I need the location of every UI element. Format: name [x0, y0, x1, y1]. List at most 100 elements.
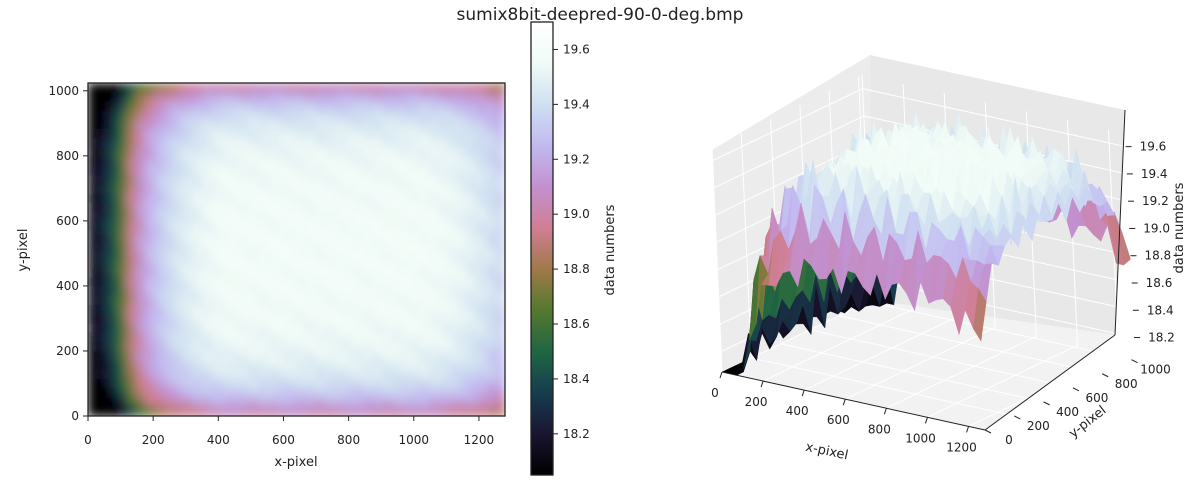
heatmap-cell	[476, 157, 487, 168]
z-tick-label: 18.2	[1148, 331, 1175, 345]
heatmap-cell	[106, 323, 118, 334]
heatmap-cell	[135, 138, 146, 149]
heatmap-cell	[305, 258, 317, 269]
heatmap-cell	[381, 249, 393, 260]
heatmap-cell	[400, 342, 412, 353]
heatmap-cell	[372, 342, 383, 353]
heatmap-cell	[258, 92, 269, 103]
heatmap-cell	[144, 157, 156, 168]
heatmap-cell	[391, 388, 402, 399]
heatmap-cell	[381, 286, 393, 297]
heatmap-cell	[201, 379, 213, 390]
heatmap-cell	[182, 379, 194, 390]
heatmap-cell	[438, 323, 449, 334]
heatmap-cell	[144, 184, 156, 195]
heatmap-cell	[135, 295, 146, 306]
y-tick-label: 800	[56, 149, 79, 163]
heatmap-cell	[296, 83, 307, 94]
heatmap-cell	[201, 231, 213, 242]
heatmap-cell	[277, 379, 288, 390]
heatmap-cell	[97, 351, 108, 362]
grid-line	[845, 326, 996, 400]
heatmap-cell	[192, 379, 203, 390]
heatmap-cell	[230, 360, 241, 371]
heatmap-cell	[173, 166, 184, 177]
heatmap-cell	[192, 101, 203, 112]
heatmap-cell	[144, 305, 156, 316]
heatmap-cell	[296, 221, 307, 232]
heatmap-cell	[88, 379, 99, 390]
heatmap-cell	[201, 314, 213, 325]
heatmap-cell	[486, 249, 497, 260]
heatmap-cell	[201, 147, 213, 158]
heatmap-cell	[287, 342, 298, 353]
z-tick-label: 19.0	[1143, 221, 1170, 235]
heatmap-cell	[277, 406, 288, 416]
heatmap-cell	[476, 323, 487, 334]
heatmap-cell	[173, 231, 184, 242]
heatmap-cell	[381, 388, 393, 399]
heatmap-cell	[305, 203, 317, 214]
heatmap-cell	[144, 194, 156, 205]
heatmap-cell	[476, 184, 487, 195]
heatmap-cell	[495, 342, 505, 353]
heatmap-cell	[106, 221, 118, 232]
heatmap-cell	[305, 314, 317, 325]
heatmap-cell	[287, 110, 298, 121]
x-tick-mark	[883, 408, 887, 415]
heatmap-cell	[296, 249, 307, 260]
heatmap-cell	[154, 83, 165, 94]
heatmap-cell	[429, 268, 440, 279]
heatmap-cell	[106, 286, 118, 297]
heatmap-cell	[372, 240, 383, 251]
heatmap-cell	[400, 194, 412, 205]
heatmap-cell	[315, 323, 326, 334]
heatmap-cell	[258, 129, 269, 140]
heatmap-cell	[239, 342, 250, 353]
heatmap-cell	[249, 83, 260, 94]
heatmap-cell	[239, 406, 250, 416]
heatmap-cell	[448, 221, 459, 232]
heatmap-cell	[324, 240, 336, 251]
heatmap-cell	[230, 314, 241, 325]
heatmap-cell	[419, 379, 430, 390]
heatmap-cell	[429, 286, 440, 297]
heatmap-cell	[315, 101, 326, 112]
heatmap-cell	[135, 240, 146, 251]
heatmap-cell	[419, 277, 430, 288]
heatmap-cell	[268, 406, 279, 416]
heatmap-cell	[429, 240, 440, 251]
heatmap-cell	[410, 212, 421, 223]
heatmap-cell	[305, 388, 317, 399]
heatmap-cell	[305, 360, 317, 371]
heatmap-cell	[239, 332, 250, 343]
heatmap-cell	[88, 342, 99, 353]
heatmap-cell	[125, 129, 137, 140]
heatmap-cell	[381, 351, 393, 362]
heatmap-cell	[419, 194, 430, 205]
heatmap-cell	[495, 332, 505, 343]
heatmap-cell	[277, 314, 288, 325]
heatmap-cell	[220, 203, 231, 214]
heatmap-cell	[125, 314, 137, 325]
heatmap-cell	[334, 194, 345, 205]
heatmap-cell	[230, 277, 241, 288]
heatmap-cell	[362, 157, 374, 168]
heatmap-cell	[125, 369, 137, 380]
heatmap-cell	[258, 175, 269, 186]
heatmap-cell	[400, 360, 412, 371]
heatmap-cell	[239, 295, 250, 306]
heatmap-cell	[438, 184, 449, 195]
heatmap-cell	[486, 295, 497, 306]
heatmap-cell	[353, 286, 364, 297]
heatmap-cell	[106, 268, 118, 279]
heatmap-cell	[296, 129, 307, 140]
heatmap-cell	[97, 323, 108, 334]
heatmap-cell	[296, 397, 307, 408]
heatmap-cell	[419, 268, 430, 279]
heatmap-cell	[249, 221, 260, 232]
heatmap-cell	[163, 305, 175, 316]
heatmap-cell	[154, 351, 165, 362]
heatmap-cell	[287, 277, 298, 288]
